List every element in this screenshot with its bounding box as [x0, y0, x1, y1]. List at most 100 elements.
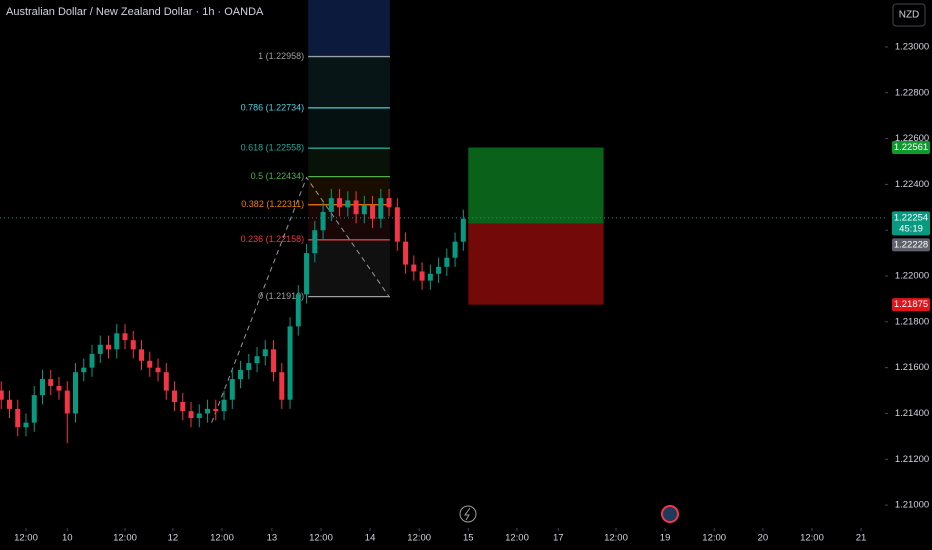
- candle-body: [361, 205, 367, 215]
- stop-zone: [468, 223, 604, 305]
- trend-line: [211, 176, 390, 423]
- currency-button[interactable]: [892, 3, 926, 27]
- price-tag-label: 1.21875: [894, 299, 928, 310]
- candle-body: [15, 408, 21, 428]
- price-tag: [892, 238, 930, 252]
- y-tick-label: 1.22400: [895, 179, 929, 190]
- price-tag-label: 1.22228: [894, 239, 928, 250]
- y-tick-label: 1.21000: [895, 500, 929, 511]
- x-tick-label: 12: [168, 533, 179, 544]
- candle-body: [337, 198, 343, 208]
- fib-label: 0.618 (1.22558): [241, 143, 305, 153]
- fib-label: 0.236 (1.22158): [241, 234, 305, 244]
- event-icon[interactable]: [459, 505, 477, 523]
- fib-label: 0 (1.21910): [258, 291, 304, 301]
- candle-body: [328, 198, 334, 212]
- y-tick-label: 1.22800: [895, 87, 929, 98]
- candle-body: [436, 266, 442, 274]
- y-tick-label: 1.23000: [895, 41, 929, 52]
- x-tick-label: 12:00: [14, 533, 38, 544]
- candle-body: [238, 369, 244, 380]
- candle-body: [155, 367, 161, 373]
- candle-body: [139, 349, 145, 361]
- candle-body: [163, 372, 169, 391]
- fib-band: [308, 107, 390, 149]
- fib-band: [308, 148, 390, 177]
- x-tick-label: 13: [267, 533, 278, 544]
- fib-label: 1 (1.22958): [258, 51, 304, 61]
- candle-body: [262, 349, 268, 357]
- candle-body: [196, 413, 202, 419]
- candle-body: [64, 390, 70, 414]
- candle-body: [254, 356, 260, 364]
- x-tick-label: 12:00: [505, 533, 529, 544]
- candle-body: [172, 390, 178, 403]
- x-tick-label: 19: [660, 533, 671, 544]
- fib-label: 0.5 (1.22434): [251, 171, 305, 181]
- y-tick-label: 1.21200: [895, 454, 929, 465]
- candle-body: [188, 411, 194, 419]
- candle-body: [444, 257, 450, 267]
- candle-body: [180, 402, 186, 412]
- x-tick-label: 12:00: [604, 533, 628, 544]
- x-tick-label: 21: [856, 533, 867, 544]
- candle-body: [304, 253, 310, 295]
- candle-body: [48, 379, 54, 386]
- y-tick-label: 1.21400: [895, 408, 929, 419]
- candle-body: [271, 349, 277, 373]
- candle-body: [23, 422, 29, 428]
- candle-body: [427, 273, 433, 281]
- x-tick-label: 10: [62, 533, 73, 544]
- candle-body: [353, 200, 359, 215]
- candle-body: [403, 241, 409, 265]
- candle-body: [221, 399, 227, 412]
- x-tick-label: 17: [553, 533, 564, 544]
- flag-icon[interactable]: [661, 505, 679, 523]
- price-tag: [892, 141, 930, 155]
- currency: NZD: [899, 10, 920, 21]
- candle-body: [114, 333, 120, 350]
- candle-body: [73, 372, 79, 414]
- candle-body: [394, 207, 400, 242]
- candle-body: [411, 264, 417, 272]
- candle-body: [31, 395, 37, 423]
- candle-body: [39, 379, 45, 396]
- x-tick-label: 14: [365, 533, 376, 544]
- overlay: 1.21000 1.21200 1.21400 1.21600 1.21800 1.220…: [14, 41, 930, 544]
- candle-body: [147, 360, 153, 368]
- x-tick-label: 12:00: [702, 533, 726, 544]
- price-axis: [885, 0, 932, 550]
- candle-body: [56, 385, 62, 391]
- candle-body: [378, 198, 384, 219]
- price-tag: [892, 298, 930, 312]
- candle-body: [89, 353, 95, 368]
- candle-body: [370, 205, 376, 219]
- y-tick-label: 1.22000: [895, 271, 929, 282]
- fib-band: [308, 204, 390, 240]
- candle-body: [97, 344, 103, 354]
- candle-body: [229, 379, 235, 400]
- candle-body: [213, 408, 219, 412]
- fib-band: [308, 56, 390, 108]
- candle-body: [122, 333, 128, 341]
- price-tag-label: 1.22254: [894, 212, 928, 223]
- candle-body: [345, 200, 351, 208]
- candle-body: [295, 294, 301, 327]
- x-tick-label: 12:00: [800, 533, 824, 544]
- candle-body: [81, 367, 87, 373]
- x-tick-label: 12:00: [113, 533, 137, 544]
- candle-body: [279, 372, 285, 400]
- candle-body: [130, 340, 136, 350]
- candle-body: [205, 408, 211, 414]
- candle-body: [6, 399, 12, 409]
- x-tick-label: 12:00: [407, 533, 431, 544]
- candle-body: [246, 363, 252, 370]
- candle-body: [452, 241, 458, 258]
- candle-body: [287, 326, 293, 400]
- candle-body: [419, 271, 425, 281]
- fib-extension: [308, 0, 390, 57]
- fib-label: 0.382 (1.22311): [241, 199, 304, 209]
- x-tick-label: 12:00: [210, 533, 234, 544]
- y-tick-label: 1.21800: [895, 316, 929, 327]
